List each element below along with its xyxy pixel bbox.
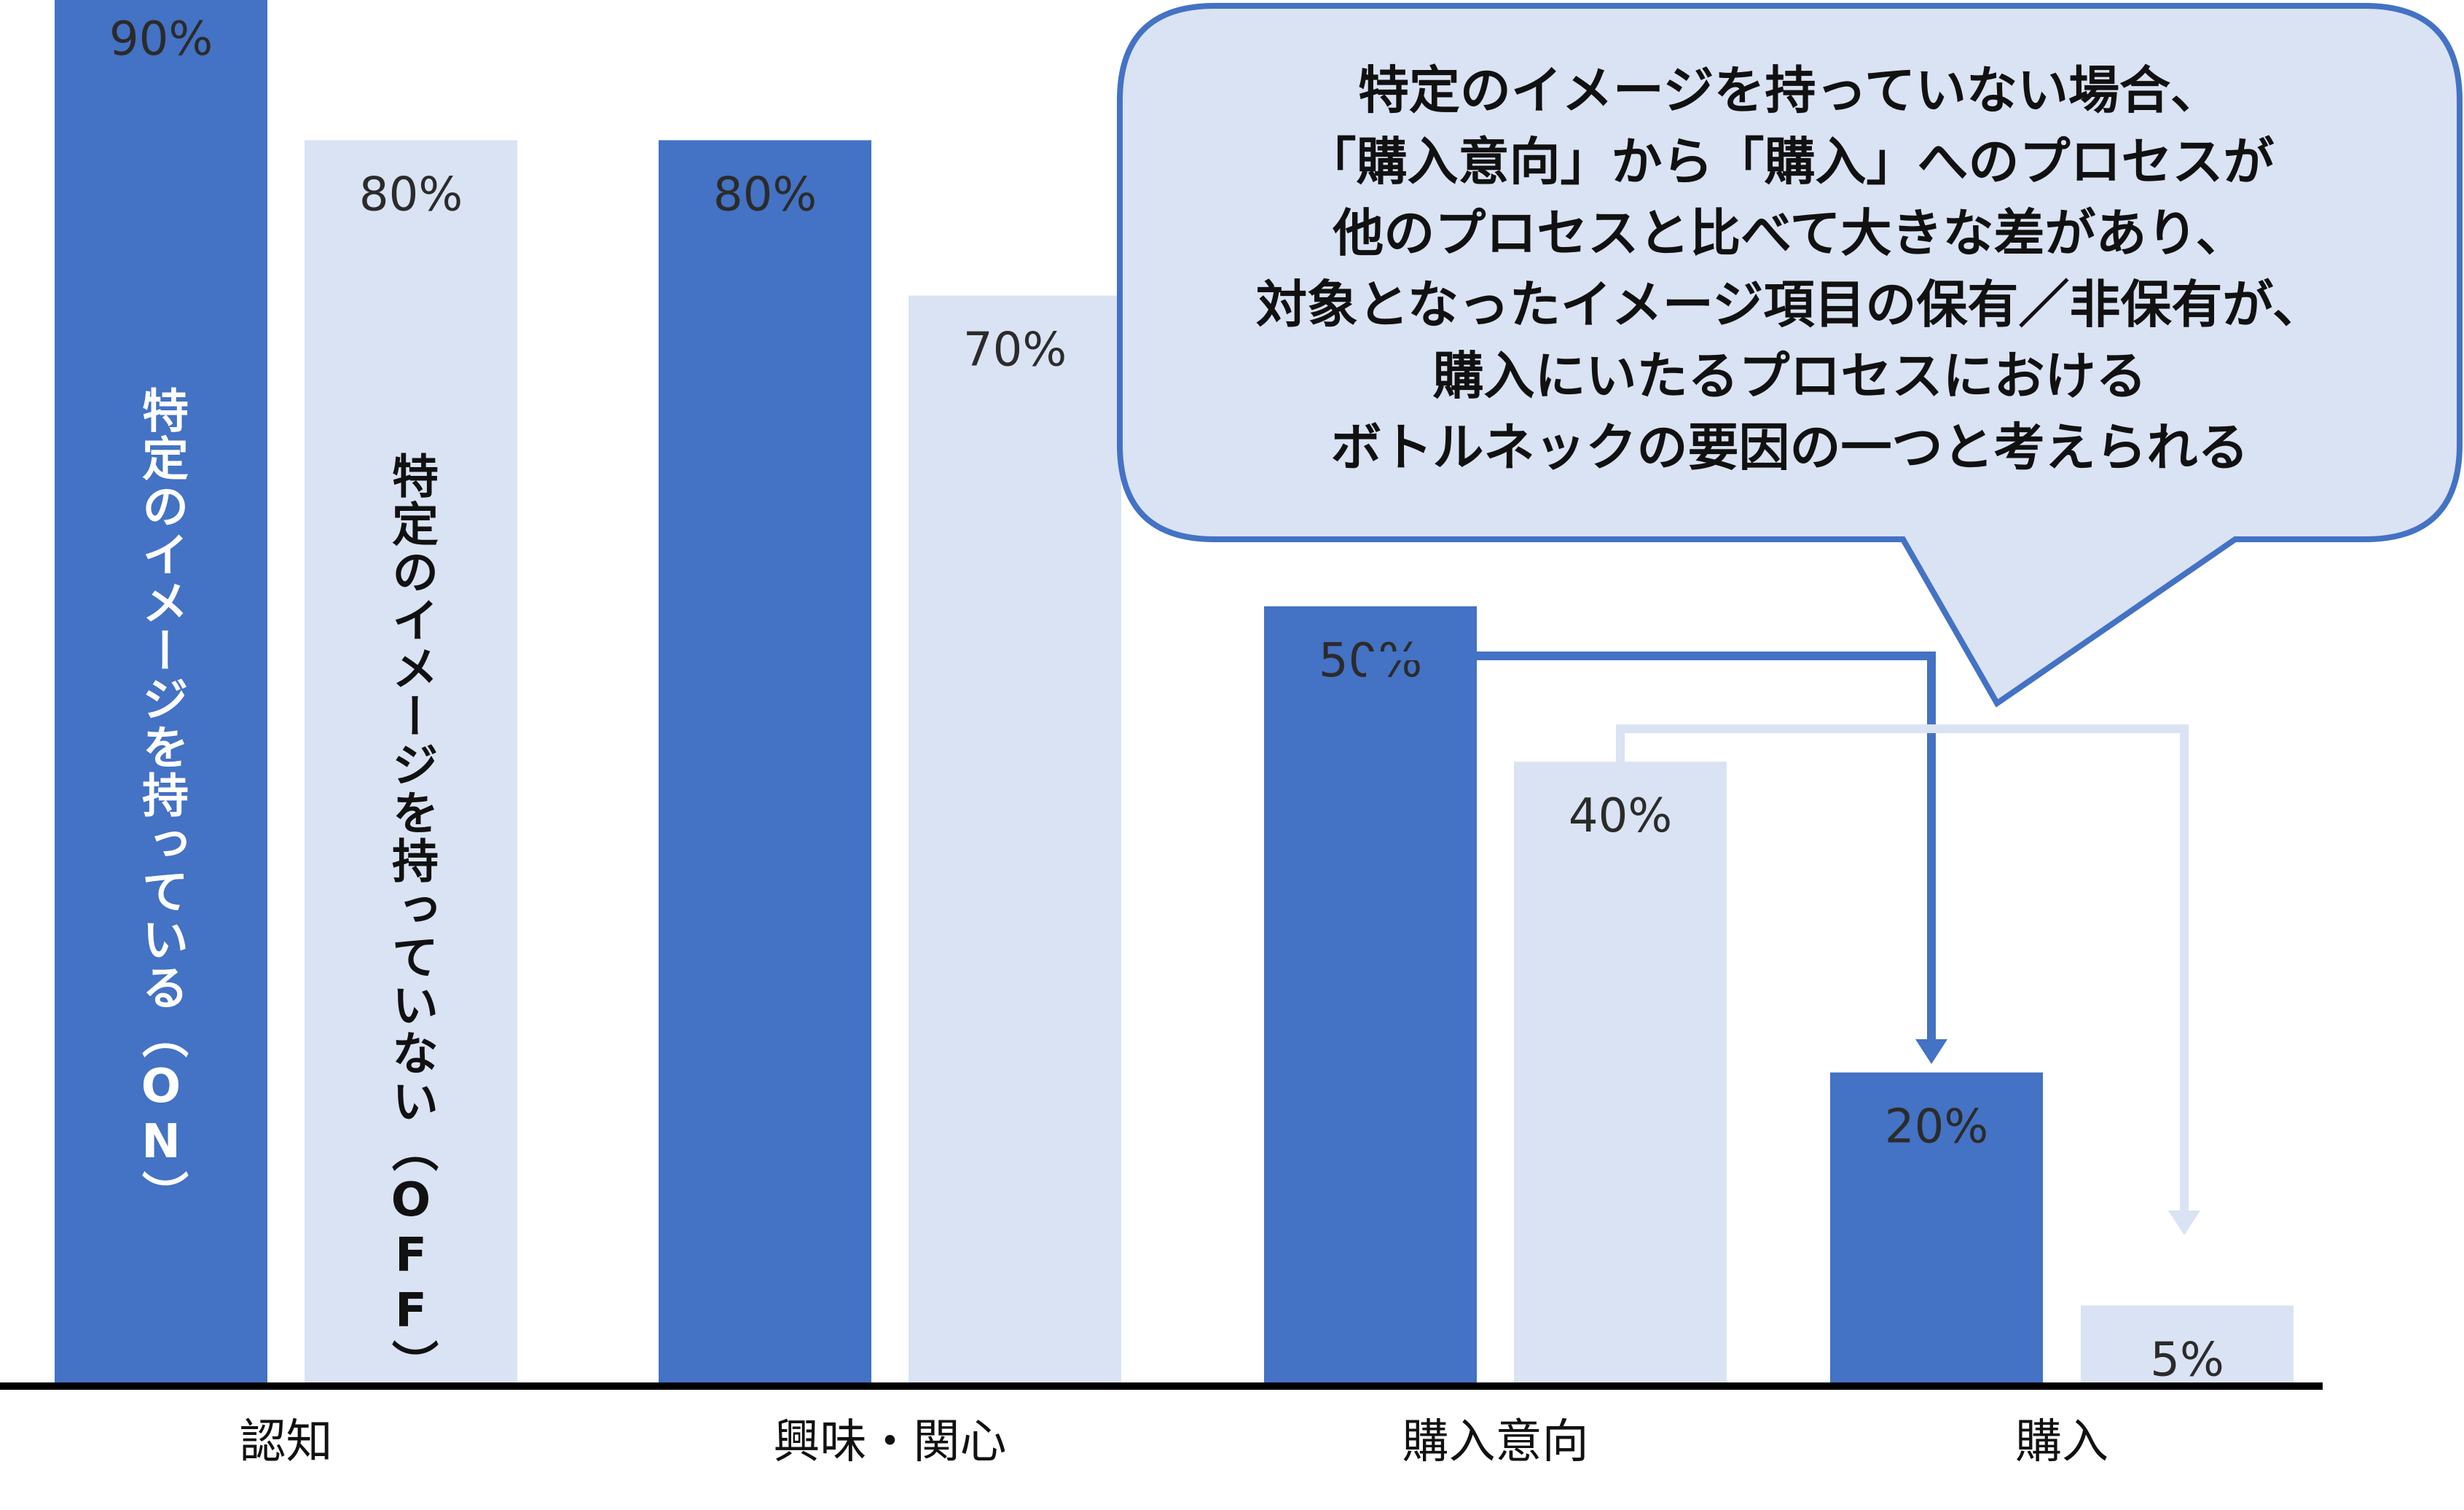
bar-on-2 <box>1264 606 1477 1383</box>
category-labels: 認知 興味・関心 購入意向 購入 <box>240 1415 2109 1469</box>
category-label: 購入意向 <box>1402 1415 1589 1469</box>
bar-off-0 <box>305 140 517 1383</box>
bar-off-1 <box>909 295 1121 1384</box>
bar-value-label: 80% <box>713 168 817 222</box>
bar-off-3 <box>2081 1305 2294 1383</box>
bar-value-label: 5% <box>2150 1333 2224 1387</box>
callout-line: 「購入意向」から「購入」へのプロセスが <box>1306 132 2275 192</box>
bar-value-label: 40% <box>1569 789 1672 843</box>
arrow-head-icon <box>2168 1210 2200 1235</box>
transition-arrow-on <box>1366 652 1936 1042</box>
bar-value-label: 90% <box>109 12 213 66</box>
callout-line: 対象となったイメージ項目の保有／非保有が、 <box>1256 275 2323 335</box>
series-legend-on: 特定のイメージを持っている（ON） <box>134 386 189 1218</box>
category-label: 購入 <box>2015 1415 2108 1469</box>
callout-line: ボトルネックの要因の一つと考えられる <box>1331 418 2249 477</box>
bar-value-label: 70% <box>963 324 1067 378</box>
series-legend-off: 特定のイメージを持っていない（OFF） <box>384 452 439 1388</box>
callout-line: 特定のイメージを持っていない場合、 <box>1358 60 2221 120</box>
bar-on-1 <box>659 140 871 1383</box>
arrow-head-icon <box>1915 1039 1947 1064</box>
callout-layer: 特定のイメージを持っていない場合、「購入意向」から「購入」へのプロセスが他のプロ… <box>1117 3 2463 708</box>
bar-on-0 <box>55 0 267 1384</box>
bar-value-label: 80% <box>359 168 463 222</box>
category-label: 認知 <box>240 1415 333 1469</box>
transition-arrow-off <box>1616 724 2189 1213</box>
bar-value-label: 20% <box>1885 1100 1988 1154</box>
callout-line: 購入にいたるプロセスにおける <box>1433 346 2147 406</box>
bars-layer: 90%80% 80%70%50%40%20%5%特定のイメージを持っている（ON）… <box>55 0 2294 1388</box>
arrows-layer <box>1366 652 2200 1235</box>
bar-off-2 <box>1514 762 1727 1383</box>
callout-line: 他のプロセスと比べて大きな差があり、 <box>1332 203 2246 263</box>
category-label: 興味・関心 <box>774 1415 1007 1469</box>
callout-balloon <box>1117 3 2463 708</box>
bar-on-3 <box>1830 1072 2043 1383</box>
